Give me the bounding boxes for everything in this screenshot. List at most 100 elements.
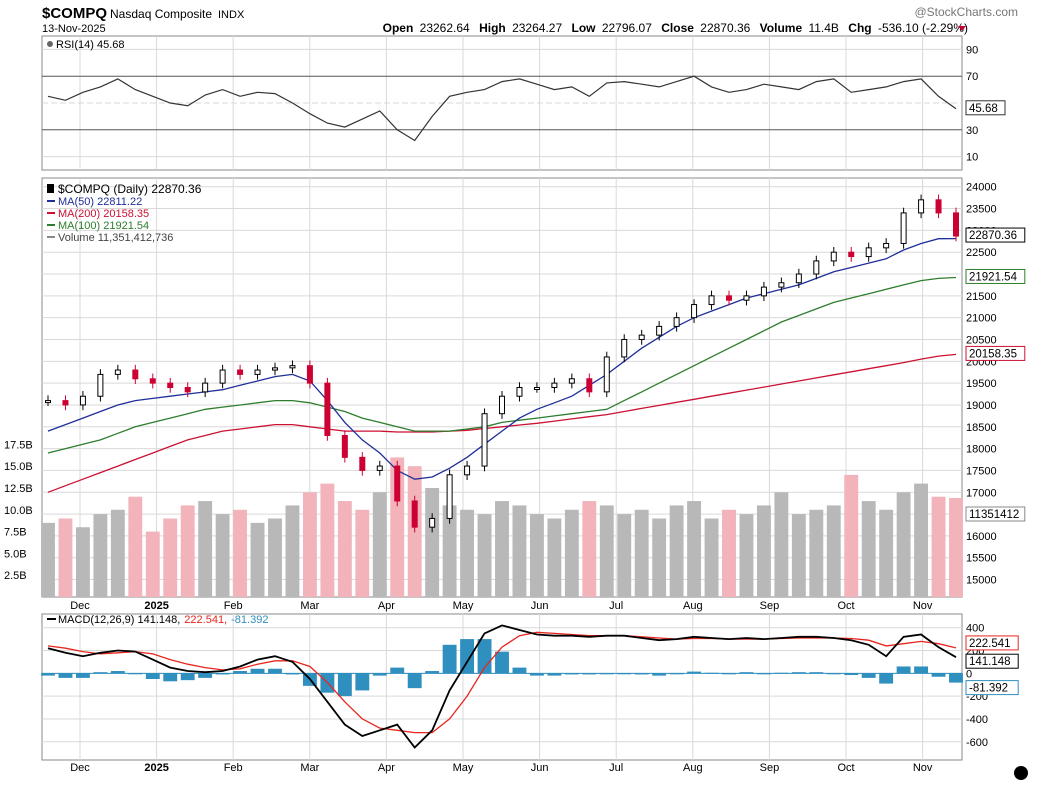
legend-item: MA(50) 22811.22 [58,196,142,208]
volume-bar [739,514,754,597]
high-value: 23264.27 [512,21,562,35]
volume-bar [233,509,248,597]
macd-hist-bar [477,639,492,674]
candle-body [499,395,505,415]
volume-bar [809,509,824,597]
candle-body [743,295,750,301]
macd-value-tag-box [965,653,1019,669]
rsi-tick-label: 30 [966,125,978,137]
volume-bar [198,501,213,597]
x-axis-label: Dec [70,762,90,774]
macd-tick-label: 0 [966,668,972,680]
macd-hist-bar [791,672,806,674]
volume-tick-label: 2.5B [4,570,27,582]
macd-tick-label: -600 [966,737,988,749]
volume-bar [617,514,632,597]
macd-hist-bar [914,666,929,674]
volume-bar [163,518,178,597]
candle-body [79,395,86,406]
macd-hist-bar [512,667,527,674]
price-tick-label: 23500 [966,204,997,216]
candle-body [376,465,383,471]
x-axis-label: Mar [300,600,319,612]
x-axis-label: Jun [531,600,549,612]
macd-hist-bar [215,673,230,675]
candle-body [691,304,698,319]
volume-bar [722,509,736,597]
candle-body [202,382,209,393]
rsi-tick-label: 10 [966,152,978,164]
rsi-line [47,75,957,142]
candle-body [830,251,837,262]
high-label: High [479,21,506,35]
candle-body [673,317,680,327]
candle-body [446,474,453,519]
macd-title: MACD(12,26,9) 141.148, 222.541, -81.392 [58,614,268,626]
macd-hist-bar [652,673,667,676]
candle-body [184,387,191,393]
volume-bar [93,514,108,597]
x-axis-label: 2025 [144,762,168,774]
candle-body [359,456,366,471]
x-axis-label: Sep [760,600,780,612]
macd-hist-bar [128,673,143,675]
macd-hist-bar [564,673,579,675]
volume-bar [914,483,929,597]
status-dot-icon [1014,766,1028,780]
volume-bar [896,492,911,597]
x-axis-label: Feb [224,762,243,774]
volume-bar [215,514,230,597]
x-axis-label: Jun [531,762,549,774]
volume-bar [495,501,509,597]
legend-item: Volume 11,351,412,736 [58,232,173,244]
close-value-tag: 22870.36 [969,230,1017,242]
volume-bar [791,514,806,597]
legend-item: MA(200) 20158.35 [58,208,149,220]
macd-hist-bar [110,671,125,674]
candle-body [272,367,278,371]
volume-bar [582,501,597,597]
volume-bar [41,522,55,597]
rsi-panel: 10 30 70 90 RSI(14) 45.68 45.68 [41,35,1006,171]
price-panel: 1500015500160001650017000175001800018500… [4,177,1026,612]
x-axis-label: Apr [378,762,395,774]
down-arrow-icon [958,26,966,31]
rsi-tick-label: 70 [966,71,978,83]
candle-body [237,369,244,375]
macd-hist-bar [687,671,702,674]
volume-bar [756,505,771,597]
macd-hist-bar [58,673,73,678]
macd-hist-bar [756,673,771,675]
macd-hist-bar [145,673,160,680]
x-axis-label: Apr [378,600,395,612]
macd-hist-bar [529,673,544,676]
volume-bar [320,483,335,597]
volume-bar [372,492,387,597]
candle-body [219,369,226,384]
macd-hist-bar [75,673,90,678]
volume-bar [390,457,405,597]
volume-bar [425,487,440,597]
volume-bar [460,509,475,597]
volume-bar [529,514,544,597]
volume-tick-label: 17.5B [4,439,33,451]
macd-hist-bar [634,673,649,675]
volume-bar [634,509,649,597]
price-tick-label: 18000 [966,444,997,456]
candle-body [411,500,418,528]
candle-body [935,199,942,214]
candle-body [97,373,104,397]
volume-bar [652,518,667,597]
close-label: Close [661,21,694,35]
x-axis-label: Dec [70,600,90,612]
hist-value-tag-box [965,680,1019,696]
candle-body [795,273,802,284]
candle-body [551,382,558,388]
macd-hist-bar [442,644,457,674]
macd-hist-bar [949,673,963,683]
x-axis-label: Aug [683,600,703,612]
volume-tick-label: 15.0B [4,461,33,473]
macd-value-tag: 141.148 [969,656,1011,668]
macd-hist-bar [826,673,841,675]
x-axis-label: Sep [760,762,780,774]
